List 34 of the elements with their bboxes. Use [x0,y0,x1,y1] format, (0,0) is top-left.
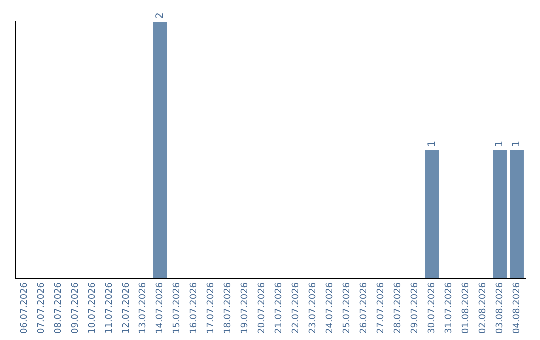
x-tick-label: 16.07.2026 [190,282,200,334]
x-tick-label: 06.07.2026 [20,282,30,334]
x-tick-label: 23.07.2026 [308,282,319,334]
x-tick-label: 14.07.2026 [156,282,166,334]
x-tick-label: 21.07.2026 [274,282,285,334]
x-tick-label: 27.07.2026 [376,282,387,334]
x-tick-label: 20.07.2026 [258,282,268,334]
x-tick-label: 02.08.2026 [478,282,488,334]
x-tick-label: 13.07.2026 [138,282,149,334]
x-tick-label: 07.07.2026 [36,282,47,334]
x-tick-label: 11.07.2026 [104,282,115,334]
x-tick-label: 28.07.2026 [394,282,404,334]
data-label: 1 [494,140,506,148]
x-tick-label: 01.08.2026 [461,282,472,334]
x-tick-label: 10.07.2026 [88,282,98,334]
x-tick-label: 29.07.2026 [410,282,421,334]
data-label: 1 [512,140,523,148]
x-tick-label: 18.07.2026 [224,282,234,334]
x-tick-label: 17.07.2026 [206,282,217,334]
data-label: 1 [426,140,438,148]
x-tick-label: 24.07.2026 [326,282,336,334]
data-label: 2 [154,12,166,19]
x-tick-label: 30.07.2026 [428,282,438,334]
x-tick-label: 03.08.2026 [495,282,506,334]
x-tick-label: 09.07.2026 [70,282,81,334]
x-tick-label: 25.07.2026 [342,282,353,334]
x-tick-label: 15.07.2026 [172,282,183,334]
x-tick-label: 08.07.2026 [54,282,64,334]
x-tick-label: 19.07.2026 [240,282,251,334]
x-tick-label: 22.07.2026 [292,282,302,334]
x-tick-label: 12.07.2026 [122,282,132,334]
x-tick-label: 31.07.2026 [444,282,454,334]
x-tick-label: 04.08.2026 [512,282,522,334]
x-tick-label: 26.07.2026 [360,282,370,334]
